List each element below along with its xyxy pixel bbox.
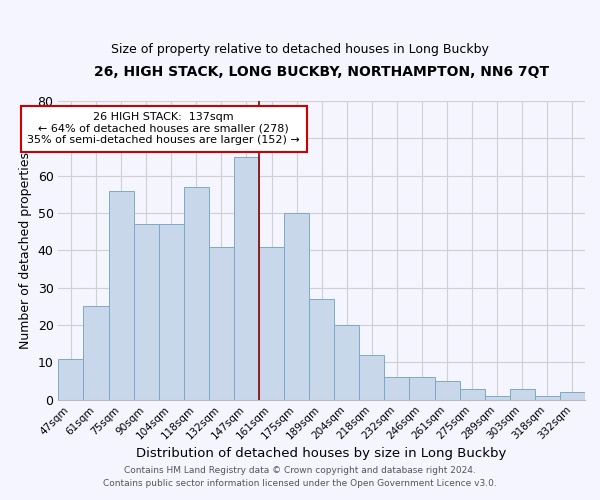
Bar — [309, 299, 334, 400]
Bar — [259, 246, 284, 400]
Bar — [284, 213, 309, 400]
Bar — [434, 381, 460, 400]
Bar — [359, 355, 385, 400]
Bar — [234, 157, 259, 400]
Bar — [510, 388, 535, 400]
Bar — [385, 378, 409, 400]
Text: Size of property relative to detached houses in Long Buckby: Size of property relative to detached ho… — [111, 42, 489, 56]
Bar — [109, 190, 134, 400]
Bar — [485, 396, 510, 400]
Bar — [58, 358, 83, 400]
Bar — [158, 224, 184, 400]
Text: 26 HIGH STACK:  137sqm
← 64% of detached houses are smaller (278)
35% of semi-de: 26 HIGH STACK: 137sqm ← 64% of detached … — [28, 112, 300, 146]
Bar — [535, 396, 560, 400]
Bar — [334, 325, 359, 400]
Bar — [460, 388, 485, 400]
Text: Contains HM Land Registry data © Crown copyright and database right 2024.
Contai: Contains HM Land Registry data © Crown c… — [103, 466, 497, 487]
Bar — [83, 306, 109, 400]
Y-axis label: Number of detached properties: Number of detached properties — [19, 152, 32, 349]
Bar — [209, 246, 234, 400]
Bar — [184, 187, 209, 400]
Title: 26, HIGH STACK, LONG BUCKBY, NORTHAMPTON, NN6 7QT: 26, HIGH STACK, LONG BUCKBY, NORTHAMPTON… — [94, 65, 549, 79]
Bar — [134, 224, 158, 400]
Bar — [560, 392, 585, 400]
X-axis label: Distribution of detached houses by size in Long Buckby: Distribution of detached houses by size … — [137, 447, 507, 460]
Bar — [409, 378, 434, 400]
